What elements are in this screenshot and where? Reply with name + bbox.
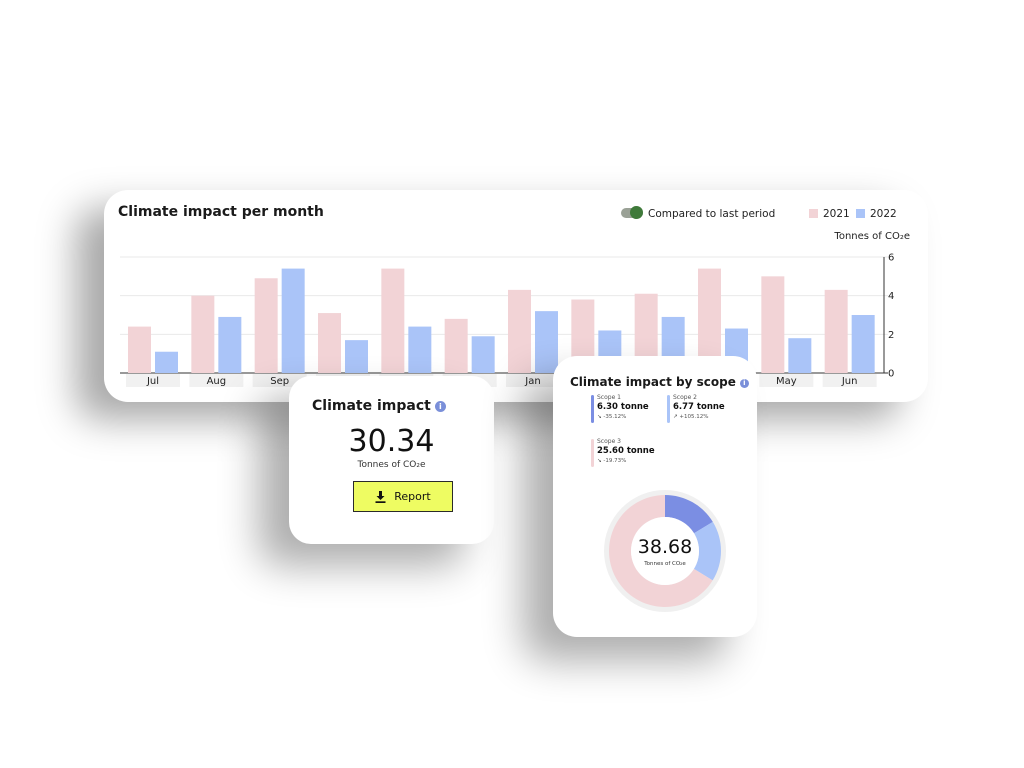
scope-3-bar bbox=[591, 439, 594, 467]
compare-toggle-knob[interactable] bbox=[630, 206, 643, 219]
scope-1-change-text: -35.12% bbox=[603, 414, 627, 420]
scope-card-title-text: Climate impact by scope bbox=[570, 375, 736, 389]
scope-impact-card: Climate impact by scope i Scope 1 6.30 to… bbox=[553, 356, 757, 637]
bar-2021-jul[interactable] bbox=[128, 326, 151, 373]
climate-impact-unit: Tonnes of CO₂e bbox=[357, 460, 426, 470]
x-tick-band bbox=[126, 374, 180, 387]
x-tick-label: Aug bbox=[207, 376, 227, 387]
x-tick-label: Jan bbox=[524, 376, 540, 387]
climate-impact-title: Climate impact i bbox=[312, 398, 446, 414]
climate-impact-card: Climate impact i 30.34 Tonnes of CO₂e Rep… bbox=[289, 376, 494, 544]
bar-2022-may[interactable] bbox=[788, 338, 812, 373]
bar-2021-jan[interactable] bbox=[508, 289, 531, 373]
x-tick-label: May bbox=[776, 376, 797, 387]
x-tick-band bbox=[759, 374, 814, 387]
monthly-bar-chart: 0 2 4 6 Jul Aug Sep Jan May Jun bbox=[120, 253, 894, 387]
scope-2-name: Scope 2 bbox=[673, 394, 698, 401]
scope-2-change-text: +105.12% bbox=[679, 414, 709, 420]
trend-up-icon: ↗ bbox=[673, 414, 678, 420]
legend-label-2021: 2021 bbox=[823, 208, 850, 220]
monthly-impact-card: 0 2 4 6 Jul Aug Sep Jan May Jun Climate impact pe… bbox=[104, 190, 928, 402]
x-tick-label: Jun bbox=[841, 376, 858, 387]
scope-1-change: ↘ -35.12% bbox=[597, 413, 649, 421]
y-tick-label: 4 bbox=[888, 291, 894, 302]
scope-1-value: 6.30 tonne bbox=[597, 402, 649, 412]
chart-unit-label: Tonnes of CO₂e bbox=[834, 231, 910, 242]
trend-down-icon: ↘ bbox=[597, 458, 602, 464]
trend-down-icon: ↘ bbox=[597, 414, 602, 420]
legend-item-2022: 2022 bbox=[856, 208, 897, 220]
scope-3-change-text: -19.73% bbox=[603, 458, 627, 464]
donut-total-value: 38.68 bbox=[637, 536, 693, 558]
bar-2022-sep[interactable] bbox=[281, 268, 305, 373]
legend-swatch-2022 bbox=[856, 209, 865, 218]
monthly-card-title: Climate impact per month bbox=[118, 204, 324, 220]
y-tick-label: 2 bbox=[888, 330, 894, 341]
climate-impact-value: 30.34 bbox=[348, 424, 435, 459]
bar-2021-mar[interactable] bbox=[634, 293, 658, 373]
scope-2-item: Scope 2 6.77 tonne ↗ +105.12% bbox=[667, 394, 725, 423]
bar-2022-jul[interactable] bbox=[155, 351, 178, 373]
bar-2021-dec[interactable] bbox=[444, 318, 468, 373]
donut-hole bbox=[631, 517, 699, 585]
x-tick-band bbox=[822, 374, 877, 387]
scope-1-item: Scope 1 6.30 tonne ↘ -35.12% bbox=[591, 394, 649, 423]
scope-3-item: Scope 3 25.60 tonne ↘ -19.73% bbox=[591, 438, 655, 467]
download-icon bbox=[375, 490, 386, 503]
bar-2022-jun[interactable] bbox=[851, 315, 875, 373]
bar-2022-jan[interactable] bbox=[535, 311, 558, 373]
x-tick-label: Jul bbox=[146, 376, 159, 387]
bar-2021-feb[interactable] bbox=[571, 299, 595, 373]
scope-card-title: Climate impact by scope i bbox=[570, 375, 749, 389]
report-button[interactable]: Report bbox=[353, 481, 453, 512]
scope-1-name: Scope 1 bbox=[597, 394, 622, 401]
donut-slice-scope-3[interactable] bbox=[609, 495, 713, 607]
info-icon[interactable]: i bbox=[739, 379, 749, 388]
scope-2-bar bbox=[667, 395, 670, 423]
donut-slice-scope-2[interactable] bbox=[693, 521, 721, 581]
bar-2021-aug[interactable] bbox=[191, 295, 215, 373]
bar-2022-dec[interactable] bbox=[471, 336, 495, 373]
bar-2021-apr[interactable] bbox=[698, 268, 721, 373]
y-tick-label: 0 bbox=[888, 369, 894, 380]
compare-toggle-label: Compared to last period bbox=[648, 208, 776, 220]
donut-slice-scope-1[interactable] bbox=[665, 495, 713, 534]
report-button-label: Report bbox=[394, 490, 431, 503]
bar-2022-nov[interactable] bbox=[408, 326, 432, 373]
legend-item-2021: 2021 bbox=[809, 208, 850, 220]
bar-2021-nov[interactable] bbox=[381, 268, 405, 373]
bar-2022-oct[interactable] bbox=[345, 340, 368, 373]
legend-swatch-2021 bbox=[809, 209, 818, 218]
scope-1-bar bbox=[591, 395, 594, 423]
y-tick-label: 6 bbox=[888, 253, 894, 264]
legend-label-2022: 2022 bbox=[870, 208, 897, 220]
bar-2021-may[interactable] bbox=[761, 276, 785, 373]
scope-3-name: Scope 3 bbox=[597, 438, 622, 445]
scope-3-value: 25.60 tonne bbox=[597, 446, 655, 456]
scope-3-change: ↘ -19.73% bbox=[597, 457, 655, 465]
scope-2-value: 6.77 tonne bbox=[673, 402, 725, 412]
bar-2022-aug[interactable] bbox=[218, 316, 242, 373]
donut-total-unit: Tonnes of CO₂e bbox=[644, 561, 686, 567]
scope-2-change: ↗ +105.12% bbox=[673, 413, 725, 421]
info-icon[interactable]: i bbox=[434, 401, 446, 412]
x-tick-band bbox=[506, 374, 560, 387]
bar-2021-sep[interactable] bbox=[254, 278, 278, 373]
scope-donut-chart bbox=[604, 490, 726, 612]
bar-2021-jun[interactable] bbox=[824, 289, 848, 373]
x-tick-label: Sep bbox=[270, 376, 289, 387]
climate-impact-title-text: Climate impact bbox=[312, 398, 431, 414]
bar-2021-oct[interactable] bbox=[318, 313, 341, 373]
x-tick-band bbox=[189, 374, 244, 387]
